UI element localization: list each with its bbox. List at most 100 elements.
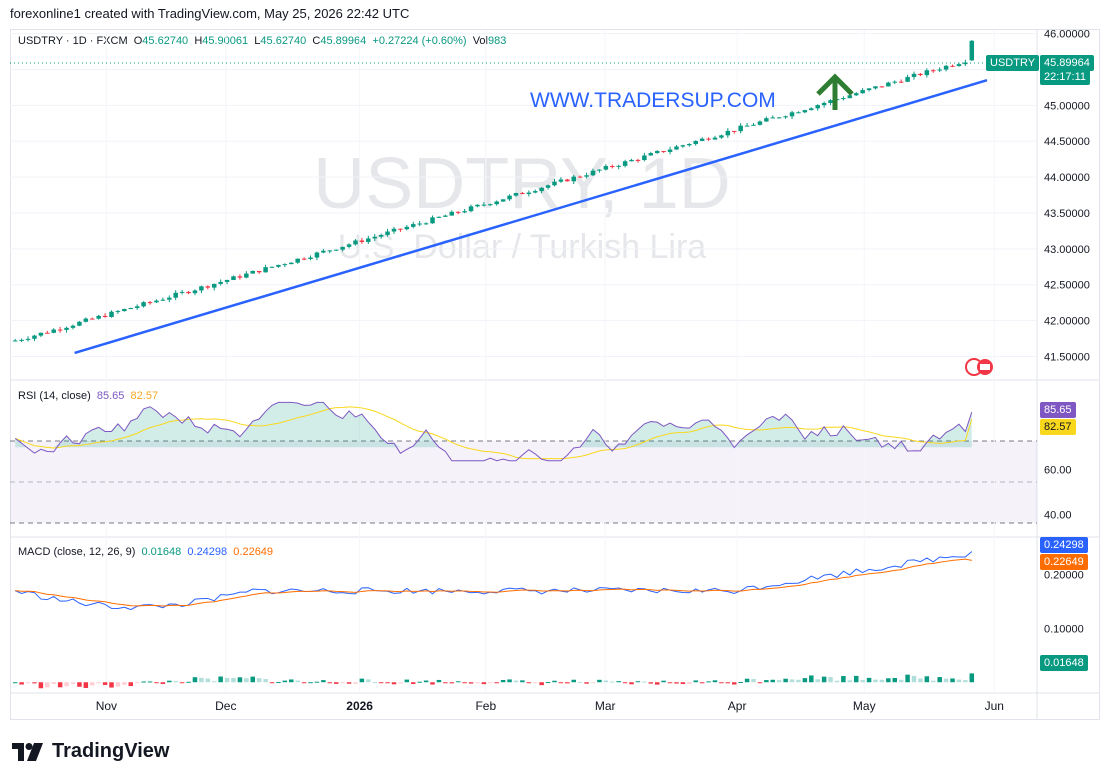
macd-histogram-bar xyxy=(815,679,820,683)
candle-body xyxy=(860,90,865,94)
time-tick-label: Feb xyxy=(475,699,496,713)
macd-histogram-bar xyxy=(333,682,339,684)
price-tag-countdown: 22:17:11 xyxy=(1040,69,1091,85)
macd-tick-label: 0.20000 xyxy=(1044,570,1084,582)
candle-body xyxy=(301,258,307,260)
macd-label[interactable]: MACD (close, 12, 26, 9) xyxy=(18,546,136,558)
candle-body xyxy=(552,181,557,186)
candle-body xyxy=(398,228,403,230)
candle-body xyxy=(366,238,371,242)
candle-body xyxy=(154,300,159,303)
macd-histogram-bar xyxy=(353,682,358,684)
macd-histogram-bar xyxy=(173,681,178,683)
price-tick-label: 41.50000 xyxy=(1044,351,1090,363)
symbol-legend: USDTRY · 1D · FXCM O45.62740 H45.90061 L… xyxy=(18,35,506,47)
macd-histogram-bar xyxy=(841,676,846,683)
rsi-value: 85.65 xyxy=(96,390,125,402)
price-tick-label: 44.50000 xyxy=(1044,136,1090,148)
candle-body xyxy=(590,170,596,176)
candle-body xyxy=(404,226,410,230)
candle-body xyxy=(308,257,313,260)
candle-body xyxy=(616,165,621,167)
candle-body xyxy=(443,215,448,217)
macd-histogram-bar xyxy=(160,682,166,684)
candle-body xyxy=(950,65,955,67)
candle-body xyxy=(77,321,82,326)
candle-body xyxy=(468,206,474,212)
price-tag-value: 45.89964 xyxy=(1040,55,1094,71)
candle-body xyxy=(231,276,236,281)
candle-body xyxy=(584,175,589,177)
macd-histogram-bar xyxy=(924,676,930,683)
candle-body xyxy=(886,82,891,87)
candle-body xyxy=(57,329,63,331)
candle-body xyxy=(931,70,936,72)
candle-body xyxy=(809,108,814,111)
up-arrow-icon[interactable] xyxy=(816,73,854,110)
time-tick-label: Nov xyxy=(96,699,117,713)
candle-body xyxy=(603,166,609,170)
macd-histogram-bar xyxy=(378,682,384,684)
macd-histogram-bar xyxy=(654,682,660,685)
candle-body xyxy=(378,235,384,237)
candle-body xyxy=(70,325,76,328)
low-label: L xyxy=(254,35,261,47)
candle-body xyxy=(160,299,166,301)
candle-body xyxy=(45,332,50,334)
macd-histogram-bar xyxy=(494,682,499,684)
macd-histogram-bar xyxy=(610,681,615,683)
macd-histogram-bar xyxy=(635,681,641,683)
macd-histogram-bar xyxy=(372,682,377,684)
macd-histogram-bar xyxy=(860,680,865,683)
watermark-description: U.S. Dollar / Turkish Lira xyxy=(338,228,707,266)
trendline[interactable] xyxy=(74,79,988,355)
macd-histogram-bar xyxy=(398,682,403,684)
macd-line xyxy=(15,551,973,611)
macd-histogram-bar xyxy=(507,679,512,683)
macd-histogram-bar xyxy=(115,682,121,687)
candle-body xyxy=(719,135,724,138)
macd-histogram-bar xyxy=(102,682,108,685)
candle-body xyxy=(642,155,647,161)
rsi-line xyxy=(14,401,973,462)
macd-histogram-bar xyxy=(462,682,467,684)
symbol-name[interactable]: USDTRY · 1D · FXCM xyxy=(18,35,128,47)
flag-icon[interactable] xyxy=(965,358,993,376)
candle-body xyxy=(218,281,223,284)
macd-histogram-bar xyxy=(680,682,686,685)
macd-histogram-bar xyxy=(64,682,69,687)
rsi-label[interactable]: RSI (14, close) xyxy=(18,390,91,402)
macd-histogram-bar xyxy=(321,680,326,683)
vol-value: 983 xyxy=(488,35,507,47)
macd-signal-tag: 0.22649 xyxy=(1040,554,1088,570)
macd-histogram-bar xyxy=(443,682,448,684)
candle-body xyxy=(667,149,673,152)
macd-histogram-bar xyxy=(51,682,56,684)
macd-histogram-bar xyxy=(879,679,885,683)
footer-brand[interactable]: TradingView xyxy=(12,740,169,763)
candle-body xyxy=(411,224,416,227)
candle-body xyxy=(706,138,711,140)
annotation-text[interactable]: WWW.TRADERSUP.COM xyxy=(530,89,776,112)
candle-body xyxy=(134,306,140,309)
candle-body xyxy=(314,252,320,258)
candle-body xyxy=(565,179,570,182)
time-tick-label: Apr xyxy=(728,699,747,713)
macd-signal-line xyxy=(15,558,972,607)
macd-histogram-bar xyxy=(565,682,570,684)
candle-body xyxy=(237,276,243,278)
candle-body xyxy=(186,291,191,294)
macd-histogram-bar xyxy=(134,682,140,684)
candle-body xyxy=(918,73,923,76)
macd-histogram-bar xyxy=(757,682,763,684)
macd-histogram-bar xyxy=(436,679,442,683)
macd-histogram-bar xyxy=(282,680,288,683)
close-value: 45.89964 xyxy=(320,35,367,47)
candle-body xyxy=(32,335,37,339)
macd-histogram-bar xyxy=(622,682,628,684)
candle-body xyxy=(346,244,352,247)
macd-histogram-bar xyxy=(430,682,435,685)
macd-histogram-bar xyxy=(25,682,31,684)
candle-body xyxy=(796,112,801,114)
